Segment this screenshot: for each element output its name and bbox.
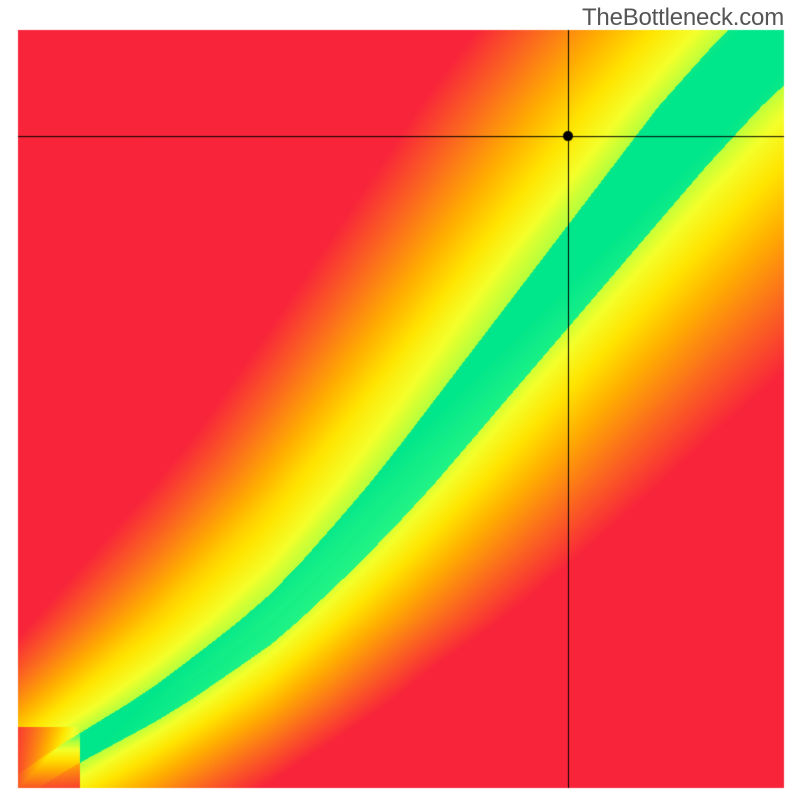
- heatmap-canvas: [0, 0, 800, 800]
- chart-container: TheBottleneck.com: [0, 0, 800, 800]
- watermark-text: TheBottleneck.com: [582, 4, 784, 32]
